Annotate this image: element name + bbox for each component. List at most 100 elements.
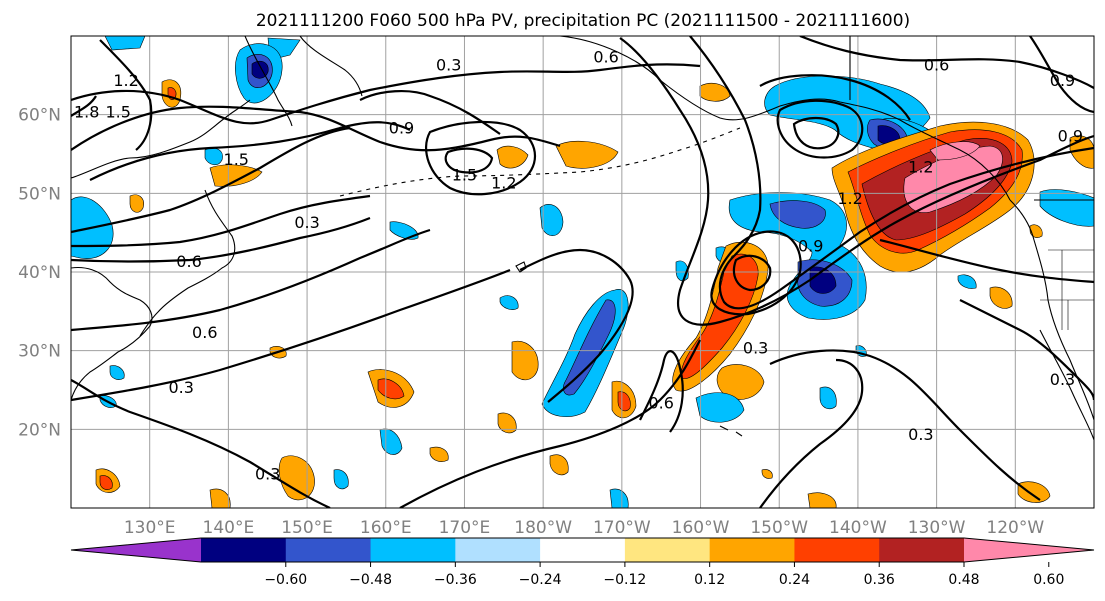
lon-tick-label: 170°E (439, 518, 491, 538)
states (1040, 249, 1094, 330)
colorbar-segment (879, 538, 965, 562)
pv-contour (759, 358, 864, 508)
pv-contour (71, 216, 371, 263)
shade-blob (549, 454, 569, 476)
pv-contour (71, 95, 97, 117)
pv-contour (769, 349, 1041, 501)
pv-contour (776, 99, 864, 159)
lon-tick-label: 140°W (829, 518, 887, 538)
shade-blob (109, 365, 125, 380)
latitude-axis: 20°N 30°N 40°N 50°N 60°N (18, 106, 61, 441)
lon-tick-label: 150°E (281, 518, 333, 538)
pv-contour-label: 1.8 (74, 103, 99, 122)
pv-contour (444, 147, 494, 174)
shade-blob (555, 140, 619, 169)
lon-tick-label: 120°W (986, 518, 1044, 538)
figure-title: 2021111200 F060 500 hPa PV, precipitatio… (256, 11, 910, 31)
pv-contour-label: 0.3 (436, 55, 461, 74)
pv-contour (71, 194, 371, 248)
pv-contour (732, 254, 772, 292)
shade-blob (989, 286, 1013, 309)
pv-contour (71, 268, 511, 402)
colorbar-segment (285, 538, 372, 562)
shade-blob (429, 446, 449, 462)
colorbar-extend-low (71, 538, 201, 562)
pv-contour-label: 1.5 (224, 150, 249, 169)
lat-tick-label: 20°N (18, 420, 61, 440)
coastline-asia (71, 99, 251, 401)
colorbar-outline (70, 537, 1095, 563)
shade-blob (539, 204, 564, 236)
pv-contour-label: 1.2 (113, 71, 138, 90)
shade-blob (957, 274, 977, 289)
shade-blob (129, 194, 144, 213)
shade-blob (617, 391, 631, 412)
pv-contour (792, 116, 840, 150)
coastline-aleutians (339, 127, 741, 197)
colorbar-tick-label: 0.24 (779, 572, 810, 588)
coastline-kamchatka (244, 36, 363, 127)
shade-blob (1017, 481, 1051, 503)
pv-contour (399, 339, 701, 508)
colorbar-tick-label: −0.24 (519, 572, 562, 588)
pv-contour-label: 0.9 (1058, 126, 1083, 145)
pv-contour-label: 0.3 (743, 339, 768, 358)
shade-blob (104, 36, 146, 51)
shade-blob (563, 299, 616, 396)
pv-contour-label: 0.3 (1050, 370, 1075, 389)
colorbar-extend-high (964, 538, 1094, 562)
pv-contour (99, 39, 153, 151)
lon-tick-label: 170°W (593, 518, 651, 538)
colorbar-segment (540, 538, 626, 562)
lon-tick-label: 130°E (124, 518, 176, 538)
shade-blob (699, 83, 731, 102)
shade-blob (807, 492, 837, 508)
colorbar-tick-label: 0.60 (1033, 572, 1064, 588)
pv-contour-label: 0.9 (1050, 71, 1075, 90)
pv-contour (71, 228, 431, 332)
colorbar-tick-label: 0.48 (948, 572, 979, 588)
pv-contour (639, 350, 684, 433)
pv-contour (689, 36, 1094, 310)
pv-contour (1029, 36, 1094, 114)
pv-contour (71, 63, 701, 125)
pv-contour-label: 0.3 (908, 425, 933, 444)
shade-blob (204, 147, 223, 166)
shade-blob (499, 295, 519, 310)
pv-contour-label: 1.2 (908, 158, 933, 177)
colorbar-tick-label: −0.12 (603, 572, 646, 588)
lon-tick-label: 140°E (203, 518, 255, 538)
colorbar-segment (709, 538, 795, 562)
shade-blob (209, 488, 231, 508)
shade-blob (809, 266, 837, 294)
pv-contour (799, 36, 1094, 89)
pv-contour (425, 120, 536, 196)
shade-blob (609, 488, 629, 508)
colorbar-tick-label: −0.36 (434, 572, 477, 588)
coastline-mexico (1039, 329, 1094, 441)
shade-blob (761, 469, 773, 479)
pv-contours (71, 36, 1094, 508)
shade-blob (769, 200, 826, 229)
pv-contour-label: 0.9 (798, 236, 823, 255)
pv-contour (710, 230, 802, 316)
pv-contour (89, 121, 411, 181)
colorbar-tick-label: 0.36 (864, 572, 895, 588)
pv-contour (619, 37, 1094, 326)
pv-contour-label: 1.2 (837, 189, 862, 208)
hawaii (719, 425, 743, 437)
colorbar-segment (370, 538, 456, 562)
lat-tick-label: 40°N (18, 263, 61, 283)
shade-blob (333, 469, 349, 490)
lon-tick-label: 150°W (750, 518, 808, 538)
pv-contour-label: 0.6 (924, 55, 949, 74)
colorbar-tick-label: 0.12 (694, 572, 725, 588)
pv-contour-label: 1.5 (105, 103, 130, 122)
lat-tick-label: 60°N (18, 106, 61, 126)
shade-blob (716, 364, 765, 400)
lon-tick-label: 180°W (514, 518, 572, 538)
lon-tick-label: 160°W (672, 518, 730, 538)
colorbar-tick-label: −0.60 (264, 572, 307, 588)
colorbar-segment (455, 538, 541, 562)
pv-contour (519, 248, 634, 403)
